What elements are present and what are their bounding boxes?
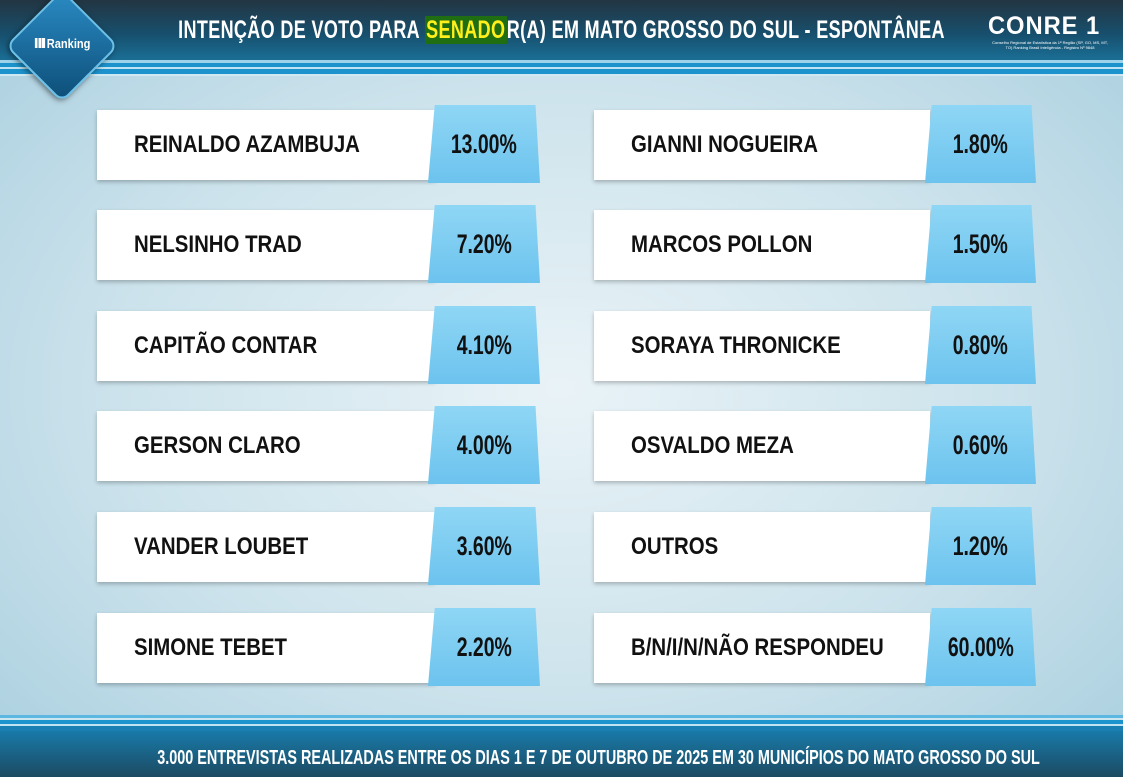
candidate-name: MARCOS POLLON: [631, 231, 813, 258]
candidate-percentage: 60.00%: [947, 631, 1014, 662]
candidate-percentage: 4.10%: [456, 329, 512, 360]
candidate-row: NELSINHO TRAD 7.20%: [97, 205, 540, 283]
candidate-name: B/N/I/N/NÃO RESPONDEU: [631, 634, 884, 661]
candidate-name: NELSINHO TRAD: [134, 231, 302, 258]
percentage-tab: 3.60%: [428, 507, 540, 585]
candidate-row: SIMONE TEBET 2.20%: [97, 608, 540, 686]
candidate-percentage: 1.50%: [952, 228, 1009, 259]
candidate-name: GIANNI NOGUEIRA: [631, 131, 819, 158]
name-card: REINALDO AZAMBUJA: [97, 110, 435, 180]
candidate-name: VANDER LOUBET: [134, 533, 309, 560]
candidate-percentage: 0.60%: [952, 429, 1009, 460]
percentage-tab: 2.20%: [428, 608, 540, 686]
candidate-percentage: 0.80%: [952, 329, 1009, 360]
bar-chart-icon: [34, 38, 46, 48]
percentage-tab: 4.00%: [428, 406, 540, 484]
name-card: CAPITÃO CONTAR: [97, 311, 435, 381]
candidate-percentage: 1.80%: [952, 128, 1009, 159]
candidate-name: OUTROS: [631, 533, 719, 560]
page-title: INTENÇÃO DE VOTO PARA SENADOR(A) EM MATO…: [157, 16, 966, 45]
conre-subtitle: Conselho Regional de Estatística da 1ª R…: [992, 40, 1108, 50]
title-prefix: INTENÇÃO DE VOTO PARA: [178, 16, 425, 44]
conre-logo: CONRE 1: [987, 12, 1101, 40]
candidate-name: CAPITÃO CONTAR: [134, 332, 318, 359]
candidate-row: B/N/I/N/NÃO RESPONDEU 60.00%: [594, 608, 1036, 686]
candidate-percentage: 4.00%: [456, 429, 512, 460]
candidate-row: CAPITÃO CONTAR 4.10%: [97, 306, 540, 384]
candidate-percentage: 3.60%: [456, 530, 512, 561]
percentage-tab: 1.50%: [925, 205, 1036, 283]
name-card: SIMONE TEBET: [97, 613, 435, 683]
name-card: NELSINHO TRAD: [97, 210, 435, 280]
percentage-tab: 7.20%: [428, 205, 540, 283]
header-bar: [0, 0, 1123, 58]
name-card: GERSON CLARO: [97, 411, 435, 481]
percentage-tab: 1.80%: [925, 105, 1036, 183]
name-card: B/N/I/N/NÃO RESPONDEU: [594, 613, 930, 683]
name-card: SORAYA THRONICKE: [594, 311, 930, 381]
candidate-percentage: 2.20%: [456, 631, 512, 662]
candidate-percentage: 1.20%: [952, 530, 1009, 561]
candidate-name: REINALDO AZAMBUJA: [134, 131, 360, 158]
header-stripes: [0, 58, 1123, 76]
name-card: OSVALDO MEZA: [594, 411, 930, 481]
candidate-percentage: 7.20%: [456, 228, 512, 259]
percentage-tab: 0.60%: [925, 406, 1036, 484]
candidate-row: GIANNI NOGUEIRA 1.80%: [594, 105, 1036, 183]
name-card: GIANNI NOGUEIRA: [594, 110, 930, 180]
percentage-tab: 13.00%: [428, 105, 540, 183]
name-card: MARCOS POLLON: [594, 210, 930, 280]
candidate-row: OSVALDO MEZA 0.60%: [594, 406, 1036, 484]
candidate-row: MARCOS POLLON 1.50%: [594, 205, 1036, 283]
footer-stripes: [0, 715, 1123, 731]
ranking-label: Ranking: [46, 36, 91, 51]
name-card: VANDER LOUBET: [97, 512, 435, 582]
title-suffix: R(A) EM MATO GROSSO DO SUL - ESPONTÂNEA: [506, 16, 945, 44]
candidate-row: OUTROS 1.20%: [594, 507, 1036, 585]
percentage-tab: 4.10%: [428, 306, 540, 384]
candidate-name: SORAYA THRONICKE: [631, 332, 841, 359]
candidate-row: REINALDO AZAMBUJA 13.00%: [97, 105, 540, 183]
percentage-tab: 60.00%: [925, 608, 1036, 686]
percentage-tab: 0.80%: [925, 306, 1036, 384]
candidate-name: SIMONE TEBET: [134, 634, 288, 661]
candidate-row: VANDER LOUBET 3.60%: [97, 507, 540, 585]
percentage-tab: 1.20%: [925, 507, 1036, 585]
title-highlight: SENADO: [424, 16, 507, 44]
candidate-percentage: 13.00%: [451, 128, 517, 159]
candidate-row: GERSON CLARO 4.00%: [97, 406, 540, 484]
candidate-row: SORAYA THRONICKE 0.80%: [594, 306, 1036, 384]
candidate-name: OSVALDO MEZA: [631, 432, 794, 459]
footer-text: 3.000 ENTREVISTAS REALIZADAS ENTRE OS DI…: [157, 747, 1040, 769]
name-card: OUTROS: [594, 512, 930, 582]
footer-bar: 3.000 ENTREVISTAS REALIZADAS ENTRE OS DI…: [0, 731, 1123, 777]
ranking-logo-text: Ranking: [34, 36, 91, 51]
candidate-name: GERSON CLARO: [134, 432, 301, 459]
